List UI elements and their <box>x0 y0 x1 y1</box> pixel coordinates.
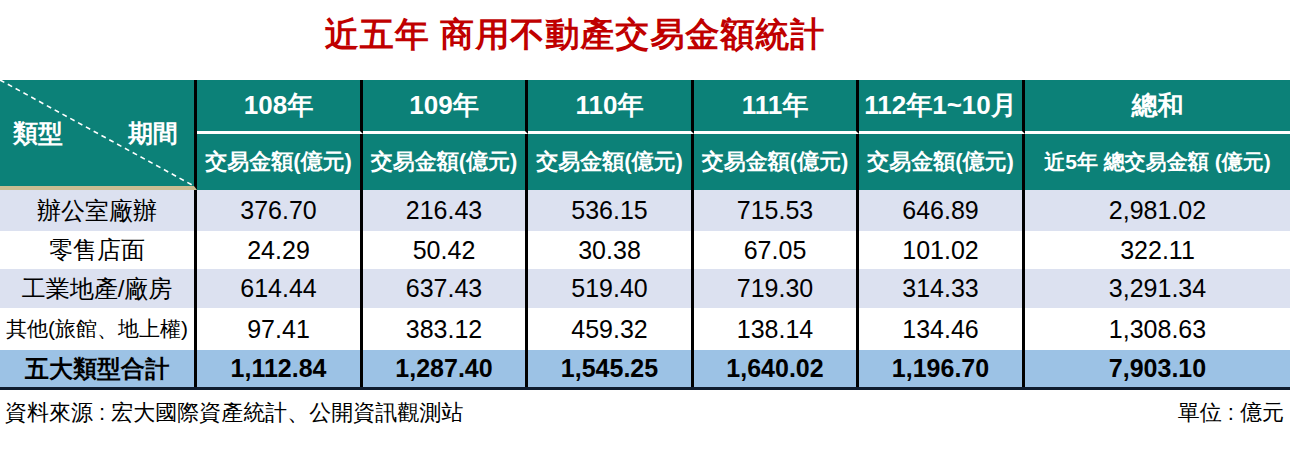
value-cell: 30.38 <box>528 231 694 269</box>
total-value-cell: 1,287.40 <box>363 350 528 387</box>
value-cell: 459.32 <box>528 308 694 350</box>
year-header-108: 108年 <box>197 80 363 134</box>
value-cell: 646.89 <box>859 190 1025 231</box>
page: 近五年 商用不動產交易金額統計 類型 期間 108年 109年 110年 111… <box>0 13 1290 476</box>
value-cell: 322.11 <box>1025 231 1290 269</box>
value-cell: 3,291.34 <box>1025 269 1290 308</box>
sub-header: 交易金額(億元) <box>363 134 528 190</box>
value-cell: 719.30 <box>694 269 859 308</box>
value-cell: 67.05 <box>694 231 859 269</box>
year-header-total: 總和 <box>1025 80 1290 134</box>
value-cell: 614.44 <box>197 269 363 308</box>
data-source-note: 資料來源 : 宏大國際資產統計、公開資訊觀測站 <box>5 398 463 428</box>
total-row-label: 五大類型合計 <box>0 350 197 387</box>
sub-header-total: 近5年 總交易金額 (億元) <box>1025 134 1290 190</box>
year-header-112: 112年1~10月 <box>859 80 1025 134</box>
value-cell: 2,981.02 <box>1025 190 1290 231</box>
value-cell: 1,308.63 <box>1025 308 1290 350</box>
value-cell: 97.41 <box>197 308 363 350</box>
transactions-table: 類型 期間 108年 109年 110年 111年 112年1~10月 總和 交… <box>0 80 1290 390</box>
value-cell: 637.43 <box>363 269 528 308</box>
total-value-cell: 1,545.25 <box>528 350 694 387</box>
value-cell: 50.42 <box>363 231 528 269</box>
total-value-cell: 1,112.84 <box>197 350 363 387</box>
value-cell: 134.46 <box>859 308 1025 350</box>
table-footer: 資料來源 : 宏大國際資產統計、公開資訊觀測站 單位 : 億元 <box>0 398 1290 428</box>
year-header-111: 111年 <box>694 80 859 134</box>
sub-header: 交易金額(億元) <box>528 134 694 190</box>
year-header-110: 110年 <box>528 80 694 134</box>
value-cell: 519.40 <box>528 269 694 308</box>
sub-header: 交易金額(億元) <box>859 134 1025 190</box>
row-label: 零售店面 <box>0 231 197 269</box>
value-cell: 138.14 <box>694 308 859 350</box>
total-value-cell: 1,196.70 <box>859 350 1025 387</box>
page-title: 近五年 商用不動產交易金額統計 <box>0 13 1290 55</box>
corner-type-label: 類型 <box>13 117 63 150</box>
value-cell: 216.43 <box>363 190 528 231</box>
corner-period-label: 期間 <box>128 117 178 150</box>
unit-note: 單位 : 億元 <box>1178 398 1284 428</box>
value-cell: 24.29 <box>197 231 363 269</box>
total-value-cell: 7,903.10 <box>1025 350 1290 387</box>
year-header-109: 109年 <box>363 80 528 134</box>
row-label: 工業地產/廠房 <box>0 269 197 308</box>
value-cell: 715.53 <box>694 190 859 231</box>
sub-header: 交易金額(億元) <box>197 134 363 190</box>
value-cell: 383.12 <box>363 308 528 350</box>
sub-header: 交易金額(億元) <box>694 134 859 190</box>
row-label: 其他(旅館、地上權) <box>0 308 197 350</box>
value-cell: 314.33 <box>859 269 1025 308</box>
value-cell: 376.70 <box>197 190 363 231</box>
value-cell: 536.15 <box>528 190 694 231</box>
corner-header-cell: 類型 期間 <box>0 80 197 190</box>
value-cell: 101.02 <box>859 231 1025 269</box>
total-value-cell: 1,640.02 <box>694 350 859 387</box>
row-label: 辦公室廠辦 <box>0 190 197 231</box>
